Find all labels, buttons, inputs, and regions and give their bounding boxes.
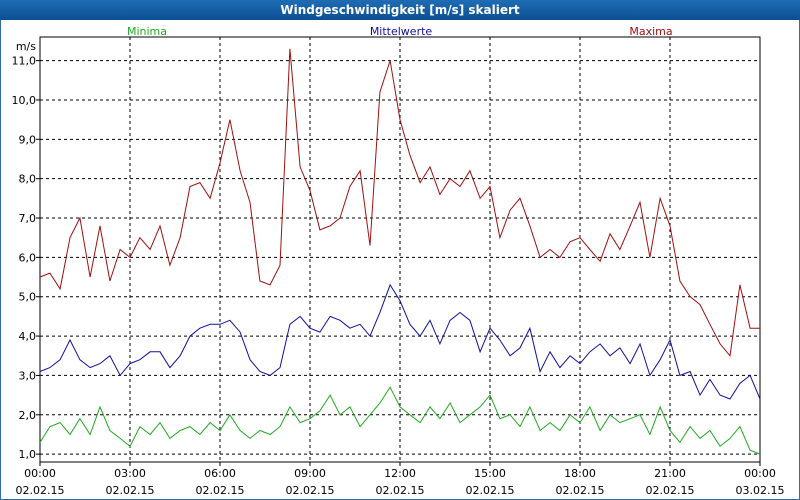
y-tick-label: 8,0: [19, 173, 37, 186]
legend: Minima Mittelwerte Maxima: [127, 25, 673, 38]
y-tick-label: 5,0: [19, 291, 37, 304]
series-line-maxima: [39, 48, 760, 357]
x-tick-time: 06:00: [204, 467, 236, 480]
y-tick-label: 7,0: [19, 212, 37, 225]
x-tick-date: 02.02.15: [466, 484, 515, 497]
grid-lines: [40, 37, 760, 462]
y-tick-label: 10,0: [12, 94, 37, 107]
y-tick-label: 4,0: [19, 330, 37, 343]
legend-maxima: Maxima: [629, 25, 672, 38]
x-tick-time: 03:00: [114, 467, 146, 480]
y-axis-label: m/s: [16, 40, 36, 53]
x-tick-time: 15:00: [474, 467, 506, 480]
y-tick-label: 3,0: [19, 369, 37, 382]
x-tick-date: 02.02.15: [196, 484, 245, 497]
tick-labels: 1,0 2,0 3,0 4,0 5,0 6,0 7,0 8,0 9,0 10,0 11,0 m/s 00…: [12, 40, 785, 497]
y-tick-label: 9,0: [19, 133, 37, 146]
chart-title: Windgeschwindigkeit [m/s] skaliert: [0, 0, 800, 20]
y-tick-label: 11,0: [12, 55, 37, 68]
x-tick-time: 21:00: [654, 467, 686, 480]
x-tick-date: 02.02.15: [16, 484, 65, 497]
x-tick-time: 09:00: [294, 467, 326, 480]
y-tick-label: 2,0: [19, 409, 37, 422]
x-tick-date: 02.02.15: [646, 484, 695, 497]
y-tick-label: 1,0: [19, 448, 37, 461]
series-lines: [39, 48, 761, 455]
x-tick-date: 02.02.15: [106, 484, 155, 497]
x-tick-date: 02.02.15: [286, 484, 335, 497]
y-tick-label: 6,0: [19, 251, 37, 264]
legend-mittelwerte: Mittelwerte: [370, 25, 433, 38]
x-tick-date: 03.02.15: [736, 484, 785, 497]
x-tick-time: 18:00: [564, 467, 596, 480]
series-line-minima: [39, 386, 761, 455]
x-tick-time: 00:00: [744, 467, 776, 480]
x-tick-date: 02.02.15: [376, 484, 425, 497]
x-tick-date: 02.02.15: [556, 484, 605, 497]
x-tick-time: 12:00: [384, 467, 416, 480]
series-line-mittelwerte: [39, 283, 761, 400]
axes: [36, 36, 761, 466]
x-tick-time: 00:00: [24, 467, 56, 480]
legend-minima: Minima: [127, 25, 167, 38]
